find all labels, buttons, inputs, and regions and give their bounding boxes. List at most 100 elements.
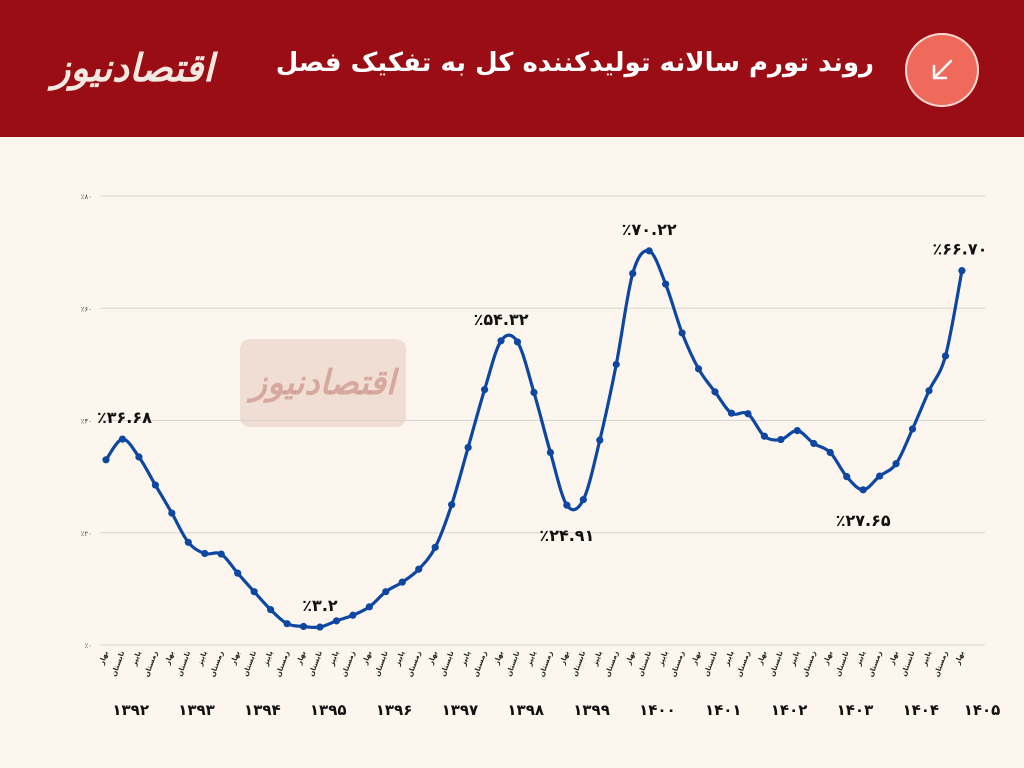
data-point	[431, 543, 439, 551]
x-tick-label: زمستان	[340, 650, 357, 678]
x-tick-label: زمستان	[669, 650, 686, 678]
x-tick-label: زمستان	[801, 650, 818, 678]
x-tick-label: پاییز	[130, 650, 143, 668]
x-tick-label: بهار	[426, 650, 439, 667]
year-label: ۱۴۰۵	[964, 701, 1001, 719]
data-point	[151, 481, 159, 489]
data-point	[941, 352, 950, 360]
x-tick-label: تابستان	[110, 650, 127, 678]
data-point	[349, 611, 357, 619]
data-label: ٪۳۶.۶۸	[97, 408, 152, 427]
x-tick-label: زمستان	[538, 650, 555, 678]
x-tick-label: تابستان	[834, 650, 851, 678]
data-point	[810, 439, 818, 448]
x-tick-label: تابستان	[373, 650, 390, 678]
x-tick-label: زمستان	[472, 650, 489, 678]
y-tick-label: ٪۴۰	[81, 418, 92, 426]
data-label: ٪۲۷.۶۵	[836, 511, 891, 530]
header-bar: اقتصادنیوز روند تورم سالانه تولیدکننده ک…	[0, 0, 1024, 137]
x-tick-label: بهار	[229, 650, 242, 667]
data-point	[234, 569, 242, 577]
chart-title: روند تورم سالانه تولیدکننده کل به تفکیک …	[275, 48, 874, 78]
data-point	[892, 460, 900, 468]
data-label: ٪۷۰.۲۲	[622, 220, 677, 239]
data-point	[299, 622, 308, 631]
x-tick-label: بهار	[690, 650, 703, 667]
data-point	[744, 410, 752, 418]
x-tick-label: تابستان	[768, 650, 785, 678]
x-tick-label: پاییز	[525, 650, 538, 668]
year-label: ۱۳۹۴	[244, 701, 281, 719]
data-point	[612, 360, 620, 368]
x-tick-label: پاییز	[591, 650, 604, 668]
data-point	[415, 565, 423, 573]
data-label: ٪۳.۲	[302, 596, 338, 615]
x-tick-label: بهار	[163, 650, 176, 667]
x-tick-label: پاییز	[854, 650, 867, 668]
y-tick-label: ٪۸۰	[81, 193, 92, 201]
data-point	[711, 388, 719, 396]
year-label: ۱۳۹۶	[376, 701, 413, 719]
y-tick-label: ٪۶۰	[81, 305, 92, 313]
x-tick-label: پاییز	[327, 650, 340, 668]
x-tick-label: زمستان	[735, 650, 752, 678]
watermark-logo: اقتصادنیوز	[240, 339, 406, 427]
x-tick-label: زمستان	[143, 650, 160, 678]
x-tick-label: تابستان	[439, 650, 456, 678]
data-point	[201, 549, 209, 558]
data-point	[777, 435, 785, 444]
x-tick-label: بهار	[821, 650, 834, 667]
data-point	[135, 453, 143, 461]
x-tick-label: زمستان	[867, 650, 884, 678]
data-point	[448, 501, 456, 509]
data-point	[480, 386, 489, 394]
data-point	[859, 486, 867, 494]
data-point	[876, 472, 884, 480]
x-tick-label: پاییز	[722, 650, 735, 668]
x-tick-label: تابستان	[307, 650, 324, 678]
year-label: ۱۳۹۵	[310, 701, 347, 719]
x-tick-label: زمستان	[933, 650, 950, 678]
x-tick-label: تابستان	[571, 650, 588, 678]
x-tick-label: بهار	[756, 650, 769, 667]
year-label: ۱۳۹۲	[112, 701, 149, 719]
data-point	[332, 617, 341, 625]
year-label: ۱۳۹۸	[507, 701, 544, 719]
data-point	[102, 456, 110, 464]
x-tick-label: پاییز	[788, 650, 801, 668]
year-label: ۱۳۹۳	[178, 701, 215, 719]
data-point	[168, 509, 176, 517]
data-point	[513, 338, 522, 346]
x-tick-label: زمستان	[208, 650, 225, 678]
data-point	[596, 436, 604, 444]
data-label: ٪۶۶.۷۰	[932, 240, 987, 259]
data-point	[760, 432, 769, 440]
brand-logo: اقتصادنیوز	[52, 46, 215, 90]
data-point	[629, 269, 637, 278]
x-tick-label: زمستان	[603, 650, 620, 678]
year-label: ۱۳۹۹	[573, 701, 610, 719]
data-point	[908, 425, 917, 433]
x-tick-label: زمستان	[406, 650, 423, 678]
data-point	[365, 603, 373, 611]
x-tick-label: پاییز	[261, 650, 274, 668]
x-tick-label: تابستان	[241, 650, 258, 678]
x-tick-label: پاییز	[196, 650, 209, 668]
x-tick-label: تابستان	[702, 650, 719, 678]
x-tick-label: بهار	[624, 650, 637, 667]
data-point	[398, 578, 406, 586]
x-tick-label: بهار	[295, 650, 308, 667]
arrow-down-left-icon	[905, 33, 979, 107]
x-tick-label: پاییز	[656, 650, 669, 668]
x-tick-label: تابستان	[505, 650, 522, 678]
data-point	[283, 620, 291, 628]
data-label: ٪۲۴.۹۱	[539, 526, 594, 545]
data-point	[118, 435, 127, 443]
x-tick-label: تابستان	[636, 650, 653, 678]
year-label: ۱۴۰۱	[705, 701, 742, 719]
data-point	[678, 329, 686, 337]
data-point	[958, 267, 966, 275]
x-tick-label: بهار	[97, 650, 110, 667]
data-point	[267, 606, 275, 614]
